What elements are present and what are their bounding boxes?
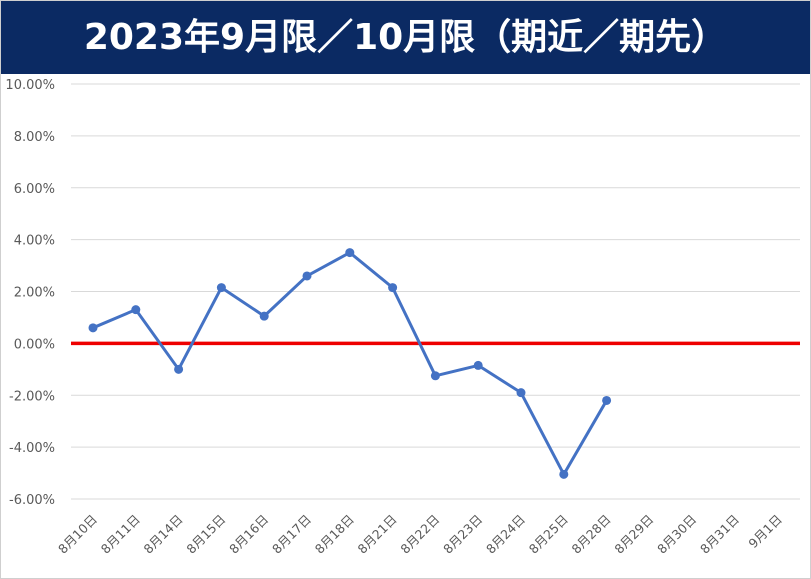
y-tick-label: -6.00% [9,493,55,508]
data-points [88,248,612,479]
series-line [92,251,608,476]
data-point [216,283,226,293]
y-tick-label: 8.00% [14,130,55,145]
data-point [516,388,526,398]
y-tick-label: 10.00% [5,78,55,93]
x-tick-label: 8月15日 [183,512,228,557]
data-point [559,469,569,479]
x-tick-label: 8月28日 [569,512,614,557]
data-point [259,311,269,321]
y-axis-tick-labels: 10.00% 8.00% 6.00% 4.00% 2.00% 0.00% -2.00% -4.… [5,78,55,508]
series-lines [92,251,608,476]
x-tick-label: 8月11日 [98,512,143,557]
x-tick-label: 8月18日 [312,512,357,557]
data-point [388,283,398,293]
x-tick-label: 8月16日 [226,512,271,557]
y-tick-label: 2.00% [14,286,55,301]
x-tick-label: 8月10日 [55,512,100,557]
x-tick-label: 8月25日 [526,512,571,557]
x-axis-tick-labels: 8月10日8月11日8月14日8月15日8月16日8月17日8月18日8月21日… [55,512,785,557]
data-point [345,248,355,258]
y-tick-label: 6.00% [14,182,55,197]
data-point [131,305,141,315]
chart-title: 2023年9月限／10月限（期近／期先） [83,17,728,58]
x-tick-label: 9月1日 [745,512,785,552]
y-tick-label: -2.00% [9,389,55,404]
x-tick-label: 8月24日 [483,512,528,557]
x-tick-label: 8月21日 [355,512,400,557]
y-tick-label: -4.00% [9,441,55,456]
data-point [430,371,440,381]
y-tick-label: 4.00% [14,234,55,249]
x-tick-label: 8月17日 [269,512,314,557]
line-chart: 10.00% 8.00% 6.00% 4.00% 2.00% 0.00% -2.00% -4.… [5,78,800,557]
data-point [174,364,184,374]
data-point [473,360,483,370]
x-tick-label: 8月22日 [397,512,442,557]
x-tick-label: 8月14日 [141,512,186,557]
gridlines [71,83,800,500]
data-point [302,271,312,281]
x-tick-label: 8月30日 [654,512,699,557]
title-bar: 2023年9月限／10月限（期近／期先） [1,1,810,74]
data-point [88,323,98,333]
y-tick-label: 0.00% [14,337,55,352]
data-point [602,395,612,405]
x-tick-label: 8月31日 [697,512,742,557]
x-tick-label: 8月29日 [611,512,656,557]
x-tick-label: 8月23日 [440,512,485,557]
